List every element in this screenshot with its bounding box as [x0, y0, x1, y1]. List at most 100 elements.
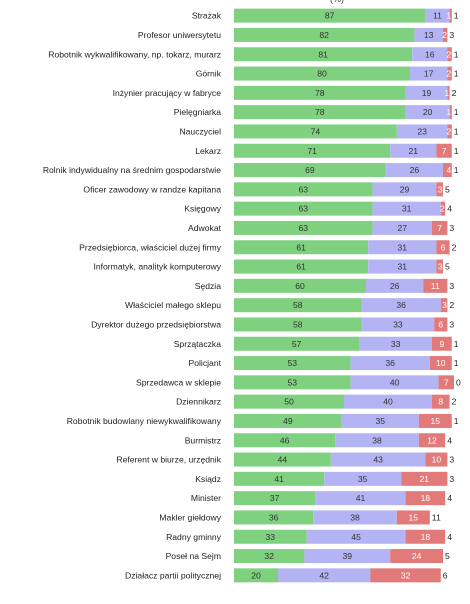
value-label: 36	[396, 300, 406, 310]
value-label: 82	[319, 30, 329, 40]
value-label: 3	[449, 319, 454, 329]
bar-segment	[234, 259, 369, 274]
bar-segment	[429, 356, 452, 371]
bar-segment	[412, 47, 448, 62]
bar-segment	[440, 201, 446, 216]
category-label: Dyrektor dużego przedsiębiorstwa	[91, 319, 221, 329]
bar-segment	[401, 471, 448, 486]
bar-segment	[306, 529, 406, 544]
category-label: Księgowy	[184, 204, 221, 214]
value-label: 24	[412, 551, 422, 561]
value-label: 11	[432, 512, 441, 522]
bar-segment	[414, 27, 443, 42]
value-label: 8	[438, 397, 443, 407]
bar-segment	[234, 85, 406, 100]
value-label: 36	[269, 512, 279, 522]
value-label: 29	[400, 184, 410, 194]
value-label: 3	[449, 474, 454, 484]
category-label: Ksiądz	[195, 474, 221, 484]
value-label: 1	[444, 88, 449, 98]
bar-segment	[234, 278, 366, 293]
category-label: Strażak	[192, 11, 222, 21]
bar-segment	[432, 394, 450, 409]
value-label: 39	[343, 551, 353, 561]
value-label: 2	[452, 397, 457, 407]
value-label: 40	[390, 377, 400, 387]
category-label: Sędzia	[195, 281, 221, 291]
bar-segment	[385, 163, 443, 178]
value-label: 46	[280, 435, 290, 445]
category-label: Profesor uniwersytetu	[138, 30, 221, 40]
value-label: 6	[438, 319, 443, 329]
category-label: Makler giełdowy	[159, 512, 221, 522]
value-label: 0	[456, 377, 461, 387]
category-label: Minister	[191, 493, 221, 503]
category-label: Właściciel małego sklepu	[125, 300, 221, 310]
bar-segment	[443, 163, 452, 178]
bar-segment	[234, 452, 331, 467]
value-label: 40	[383, 397, 393, 407]
value-label: 2	[447, 49, 452, 59]
value-label: 26	[410, 165, 420, 175]
bar-segment	[234, 66, 410, 81]
value-label: 3	[449, 30, 454, 40]
value-label: 6	[441, 242, 446, 252]
category-label: Górnik	[196, 69, 222, 79]
bar-segment	[234, 549, 305, 564]
value-label: 10	[436, 358, 446, 368]
value-label: 3	[449, 281, 454, 291]
bar-segment	[350, 375, 439, 390]
value-label: 71	[307, 146, 317, 156]
bar-segment	[368, 259, 437, 274]
value-label: 38	[350, 512, 360, 522]
value-label: 31	[398, 242, 408, 252]
bar-segment	[418, 433, 446, 448]
value-label: 7	[442, 146, 447, 156]
value-label: 78	[315, 107, 325, 117]
value-label: 35	[358, 474, 368, 484]
value-label: 31	[398, 262, 408, 272]
value-label: 41	[356, 493, 366, 503]
category-label: Oficer zawodowy w randze kapitana	[83, 184, 221, 194]
value-label: 87	[325, 11, 335, 21]
value-label: 69	[305, 165, 315, 175]
bar-segment	[344, 394, 432, 409]
bar-segment	[425, 8, 450, 23]
value-label: 12	[427, 435, 437, 445]
value-label: 3	[449, 455, 454, 465]
bar-segment	[234, 27, 415, 42]
bar-segment	[234, 471, 325, 486]
bar-segment	[405, 529, 446, 544]
value-label: 1	[447, 11, 452, 21]
value-label: 9	[440, 339, 445, 349]
bar-segment	[234, 47, 413, 62]
bar-segment	[234, 394, 344, 409]
bar-segment	[436, 240, 450, 255]
bar-segment	[432, 220, 448, 235]
value-label: 80	[317, 69, 327, 79]
value-label: 1	[454, 416, 459, 426]
bar-segment	[341, 413, 419, 428]
bar-segment	[436, 143, 452, 158]
bar-segment	[234, 163, 386, 178]
value-label: 1	[454, 165, 459, 175]
category-label: Burmistrz	[185, 435, 221, 445]
value-label: 33	[393, 319, 403, 329]
value-label: 6	[443, 570, 448, 580]
bar-segment	[361, 317, 435, 332]
bar-segment	[234, 182, 373, 197]
value-label: 1	[447, 107, 452, 117]
value-label: 1	[454, 339, 459, 349]
category-label: Nauczyciel	[179, 126, 221, 136]
value-label: 4	[447, 493, 452, 503]
value-label: 49	[283, 416, 293, 426]
value-label: 2	[452, 242, 457, 252]
bar-segment	[372, 220, 432, 235]
value-label: 1	[454, 69, 459, 79]
category-label: Poseł na Sejm	[166, 551, 221, 561]
bar-segment	[313, 510, 397, 525]
category-label: Przedsiębiorca, właściciel dużej firmy	[79, 242, 222, 252]
category-label: Pielęgniarka	[174, 107, 222, 117]
bar-segment	[436, 182, 443, 197]
bar-segment	[234, 105, 406, 120]
